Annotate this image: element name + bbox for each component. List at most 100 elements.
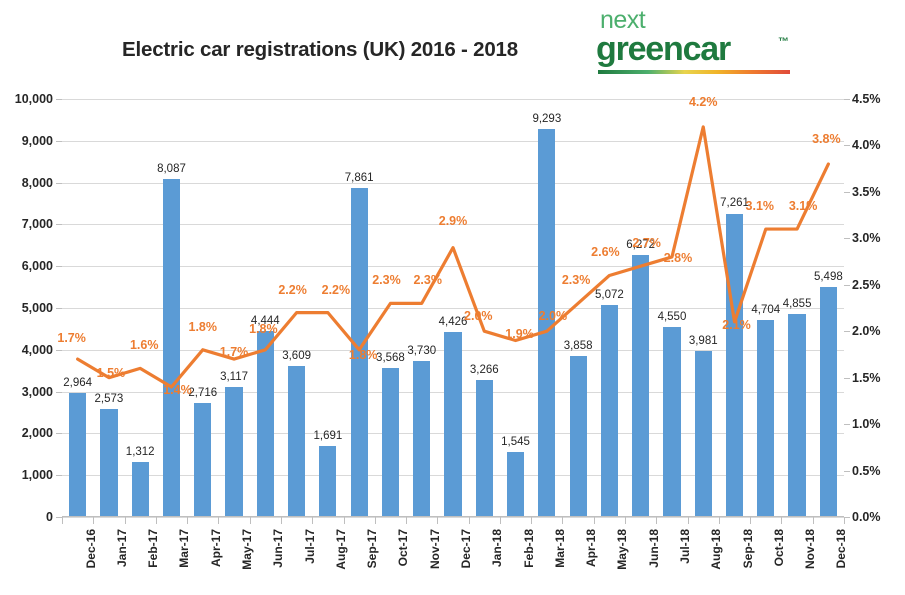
bar[interactable] xyxy=(632,254,650,517)
y-axis-left-tick-label: 10,000 xyxy=(14,92,53,106)
y-axis-left-tick xyxy=(56,349,62,351)
axis-baseline xyxy=(62,516,844,517)
y-axis-left-tick xyxy=(56,308,62,309)
x-axis-tick xyxy=(249,517,251,524)
bar-value-label: 4,855 xyxy=(782,298,812,311)
y-axis-left-tick-label: 9,000 xyxy=(21,133,53,148)
y-axis-right-tick-label: 3.5% xyxy=(852,184,881,199)
x-axis-tick xyxy=(62,517,63,524)
line-value-label: 1.4% xyxy=(163,382,192,397)
y-axis-right-tick xyxy=(844,377,850,379)
line-value-label: 3.8% xyxy=(812,132,841,147)
logo-trademark-icon: ™ xyxy=(778,36,789,48)
bar[interactable] xyxy=(69,393,87,517)
y-axis-right-tick xyxy=(844,331,850,333)
bar[interactable] xyxy=(757,320,775,517)
bar-value-label: 6,272 xyxy=(626,238,656,251)
x-axis-tick xyxy=(374,517,376,524)
bar[interactable] xyxy=(194,403,212,517)
bar[interactable] xyxy=(381,367,400,517)
line-value-label: 1.7% xyxy=(219,345,249,360)
x-axis-tick xyxy=(312,517,314,524)
y-axis-left-tick xyxy=(56,224,62,226)
line-value-label: 1.6% xyxy=(129,338,159,353)
bar-value-label: 3,266 xyxy=(469,364,499,377)
x-axis-label: Sep-17 xyxy=(365,529,380,569)
line-value-label: 3.1% xyxy=(788,199,818,214)
gridline xyxy=(62,99,844,100)
line-value-label: 2.2% xyxy=(278,282,307,297)
bar-value-label: 4,426 xyxy=(438,315,468,328)
bar[interactable] xyxy=(225,386,243,517)
y-axis-right-tick xyxy=(844,191,850,193)
bar[interactable] xyxy=(475,380,493,517)
line-value-label: 2.0% xyxy=(538,309,568,324)
x-axis-label: Dec-18 xyxy=(834,529,849,569)
bar[interactable] xyxy=(725,213,744,517)
bar[interactable] xyxy=(788,314,806,517)
x-axis-tick xyxy=(406,517,408,524)
y-axis-left-tick-label: 5,000 xyxy=(21,301,53,315)
line-value-label: 1.8% xyxy=(249,321,278,336)
line-value-label: 1.5% xyxy=(96,365,126,380)
page-title: Electric car registrations (UK) 2016 - 2… xyxy=(122,38,518,61)
y-axis-left-tick xyxy=(56,99,62,100)
bar[interactable] xyxy=(319,446,337,517)
x-axis-label: Nov-18 xyxy=(803,529,818,570)
bar[interactable] xyxy=(444,332,462,517)
bar[interactable] xyxy=(100,409,118,517)
y-axis-left-tick xyxy=(56,266,62,268)
x-axis-label: Jun-18 xyxy=(646,529,661,568)
bar-value-label: 5,072 xyxy=(595,288,624,301)
x-axis-tick xyxy=(750,517,752,524)
bar-value-label: 1,691 xyxy=(313,430,343,443)
line-value-label: 2.1% xyxy=(722,317,751,332)
bar[interactable] xyxy=(413,361,431,517)
bar[interactable] xyxy=(600,305,618,517)
gridline xyxy=(62,140,844,142)
x-axis-tick xyxy=(781,517,783,524)
y-axis-left-tick-label: 6,000 xyxy=(21,259,53,274)
bar-value-label: 7,261 xyxy=(720,197,749,210)
bar-value-label: 4,704 xyxy=(751,304,781,317)
bar-value-label: 4,550 xyxy=(657,310,687,323)
y-axis-left-tick xyxy=(56,391,62,393)
bar-value-label: 3,117 xyxy=(220,370,248,383)
bar[interactable] xyxy=(131,462,149,517)
y-axis-right-tick-label: 2.0% xyxy=(852,324,881,339)
bar[interactable] xyxy=(569,355,587,517)
bar[interactable] xyxy=(506,452,525,517)
line-value-label: 2.0% xyxy=(464,309,493,324)
x-axis-label: Nov-17 xyxy=(427,529,442,570)
bar-value-label: 1,312 xyxy=(125,446,155,459)
bar-value-label: 3,981 xyxy=(688,334,718,347)
y-axis-left-tick xyxy=(56,475,62,477)
line-value-label: 2.3% xyxy=(372,273,401,288)
line-value-label: 4.2% xyxy=(688,94,718,109)
line-value-label: 2.6% xyxy=(591,245,620,260)
y-axis-left-tick xyxy=(56,182,62,184)
x-axis-label: Oct-18 xyxy=(771,529,786,567)
y-axis-right-tick-label: 0.5% xyxy=(852,463,881,478)
logo-word-greencar: greencar xyxy=(596,30,731,68)
x-axis-label: Oct-17 xyxy=(396,529,411,567)
x-axis-label: Jan-17 xyxy=(114,529,129,568)
bar[interactable] xyxy=(819,287,837,517)
y-axis-right-tick-label: 1.5% xyxy=(852,370,881,385)
bar[interactable] xyxy=(162,178,181,517)
x-axis-label: Jul-18 xyxy=(677,529,692,564)
x-axis-tick xyxy=(343,517,345,524)
bar[interactable] xyxy=(694,350,712,517)
y-axis-left-tick xyxy=(56,140,62,142)
bar[interactable] xyxy=(287,366,306,517)
x-axis-tick xyxy=(812,517,814,524)
bar[interactable] xyxy=(256,331,274,517)
y-axis-right-tick xyxy=(844,284,850,286)
x-axis-label: May-17 xyxy=(240,529,255,570)
x-axis-tick xyxy=(93,517,95,524)
y-axis-right-tick xyxy=(844,238,850,240)
y-axis-left-tick xyxy=(56,433,62,435)
line-value-label: 2.3% xyxy=(561,273,591,288)
x-axis: Dec-16 Jan-17 Feb-17 Mar-17 Apr-17 May-17 Jun-… xyxy=(62,517,848,595)
bar[interactable] xyxy=(663,326,681,517)
